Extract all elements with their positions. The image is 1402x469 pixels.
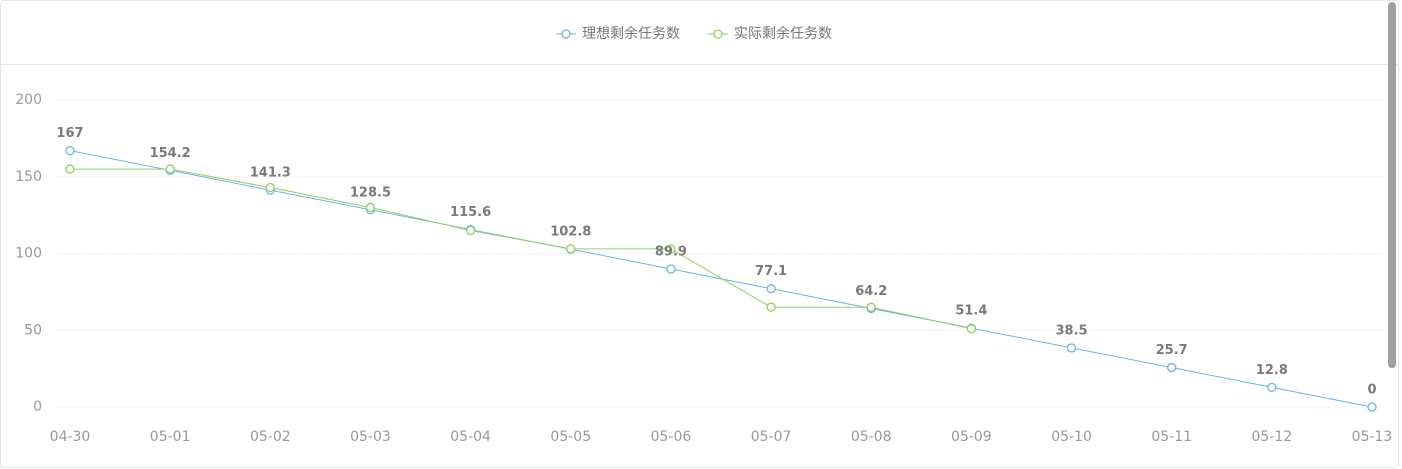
data-label: 51.4 [955,304,987,319]
y-tick-label: 50 [24,322,42,338]
x-tick-label: 05-13 [1352,429,1393,445]
legend-marker [561,29,571,39]
x-tick-label: 05-03 [350,429,391,445]
y-tick-label: 150 [15,169,42,185]
data-label: 128.5 [350,185,391,200]
x-tick-label: 05-01 [150,429,191,445]
data-point [1167,362,1177,373]
y-tick-label: 100 [15,246,42,262]
data-point [966,324,977,334]
data-point [1367,402,1377,412]
data-label: 77.1 [755,264,787,279]
x-tick-label: 05-10 [1051,429,1092,445]
scrollbar[interactable] [1388,2,1396,368]
x-tick-label: 05-06 [651,429,692,445]
series-line [69,150,1373,408]
x-tick-label: 05-12 [1252,429,1293,445]
data-point [1267,382,1277,393]
y-tick-label: 200 [15,92,42,108]
data-label: 115.6 [450,205,491,220]
x-tick-label: 05-05 [550,429,591,445]
data-point [165,164,175,174]
x-tick-label: 05-11 [1151,429,1192,445]
data-label: 12.8 [1256,363,1288,378]
data-point [766,284,776,294]
legend-label[interactable]: 实际剩余任务数 [734,25,832,42]
y-tick-label: 0 [33,399,42,415]
x-tick-label: 05-09 [951,429,992,445]
x-tick-label: 05-02 [250,429,291,445]
data-label: 167 [56,126,83,141]
data-point [566,244,576,254]
data-point [766,302,776,312]
data-label: 25.7 [1156,343,1188,358]
data-point [1066,343,1077,353]
data-point [666,244,676,254]
data-label: 38.5 [1055,323,1087,338]
x-tick-label: 05-07 [751,429,792,445]
data-point [65,146,75,156]
data-point [666,264,676,274]
x-tick-label: 05-08 [851,429,892,445]
data-point [265,182,275,193]
data-point [465,225,476,236]
data-label: 0 [1367,383,1376,398]
data-label: 89.9 [655,245,687,260]
data-point [65,164,75,174]
data-label: 141.3 [250,166,291,181]
data-label: 154.2 [150,146,191,161]
data-label: 102.8 [550,225,591,240]
series-line [70,168,972,330]
legend-label[interactable]: 理想剩余任务数 [582,25,680,42]
data-point [365,202,376,213]
legend-marker [713,29,723,39]
data-label: 64.2 [855,284,887,299]
x-tick-label: 04-30 [50,429,91,445]
data-point [866,302,876,312]
x-tick-label: 05-04 [450,429,491,445]
